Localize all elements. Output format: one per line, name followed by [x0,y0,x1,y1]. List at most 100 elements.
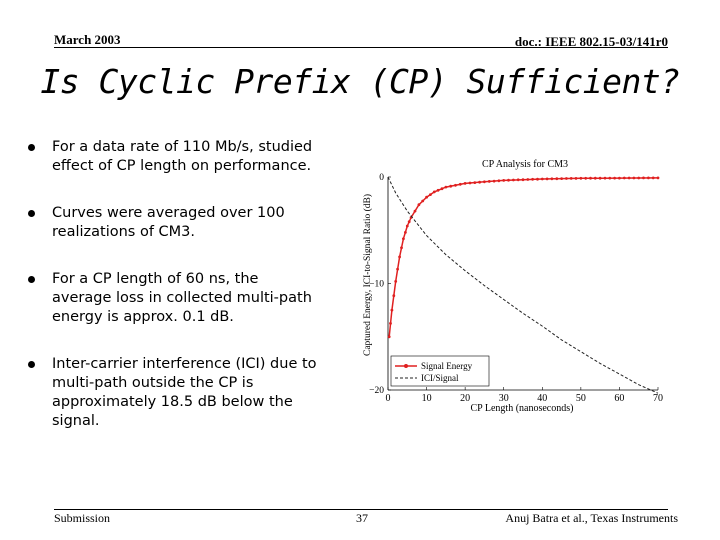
signal-energy-point [394,280,398,283]
signal-energy-line [388,177,659,337]
signal-energy-point [540,177,544,181]
signal-energy-point [608,176,612,180]
signal-energy-point [521,178,525,182]
signal-energy-point [429,193,432,196]
bullet-dot-icon [28,276,35,283]
signal-energy-point [536,177,539,181]
chart-y-label: Captured Energy, ICI-to-Signal Ratio (dB… [362,194,373,356]
signal-energy-point [473,181,477,184]
signal-energy-point [550,177,554,181]
bullet-dot-icon [28,144,35,151]
signal-energy-point [516,178,520,182]
signal-energy-point [618,176,621,180]
bullet-item: Inter-carrier interference (ICI) due to … [22,355,322,431]
bullet-dot-icon [28,361,35,368]
signal-energy-point [613,176,616,180]
signal-energy-point [492,179,496,183]
chart-title: CP Analysis for CM3 [482,159,568,170]
signal-energy-point [569,177,573,180]
signal-energy-point [396,267,399,271]
signal-energy-point [404,231,407,234]
bullet-text: For a data rate of 110 Mb/s, studied eff… [52,139,313,174]
x-tick-label: 70 [653,393,663,404]
signal-energy-point [468,181,472,185]
signal-energy-point [637,176,641,180]
signal-energy-point [603,176,607,180]
signal-energy-point [647,176,650,180]
bullet-text: Curves were averaged over 100 realizatio… [52,205,285,240]
signal-energy-point [389,322,392,325]
bullet-text: Inter-carrier interference (ICI) due to … [52,356,317,429]
signal-energy-point [497,179,501,183]
y-tick-label: −20 [369,386,384,396]
chart-series [387,176,660,394]
signal-energy-point [584,176,588,180]
legend-signal-marker [404,364,408,368]
signal-energy-point [407,220,411,224]
y-tick-label: 0 [379,173,384,183]
x-tick-label: 0 [386,393,391,404]
x-tick-label: 20 [460,393,470,404]
header-divider [54,47,668,48]
x-tick-label: 40 [537,393,547,404]
footer-divider [54,509,668,510]
signal-energy-point [398,255,401,259]
signal-energy-point [402,237,405,241]
slide-title: Is Cyclic Prefix (CP) Sufficient? [40,62,680,101]
bullet-item: For a data rate of 110 Mb/s, studied eff… [22,138,322,176]
signal-energy-point [555,177,559,181]
signal-energy-point [512,178,515,182]
signal-energy-point [417,203,421,207]
header-doc-id: doc.: IEEE 802.15-03/141r0 [514,34,668,49]
signal-energy-point [622,176,626,180]
y-tick-label: −10 [369,280,384,290]
signal-energy-point [387,335,391,339]
signal-energy-point [400,246,403,250]
signal-energy-point [642,176,645,180]
header-date: March 2003 [54,32,121,47]
x-tick-label: 10 [422,393,432,404]
x-tick-label: 30 [499,393,509,404]
legend-signal-label: Signal Energy [421,361,473,371]
signal-energy-point [392,294,396,298]
signal-energy-point [651,176,655,180]
bullet-dot-icon [28,210,35,217]
legend-box [390,355,490,387]
signal-energy-point [413,209,417,213]
chart-x-label: CP Length (nanoseconds) [471,403,574,414]
signal-energy-point [436,188,440,192]
signal-energy-point [574,177,578,180]
footer-submission: Submission [54,511,111,525]
signal-energy-point [579,176,583,180]
signal-energy-point [432,190,436,194]
signal-energy-point [458,182,462,186]
signal-energy-point [507,178,510,182]
footer-authors: Anuj Batra et al., Texas Instruments [505,511,678,525]
signal-energy-point [487,180,491,183]
signal-energy-point [627,176,631,180]
signal-energy-point [656,176,660,180]
signal-energy-point [526,178,530,181]
signal-energy-point [483,180,486,184]
chart-axes: 0 10 20 30 40 50 60 70 0 −10 −20 [369,173,663,404]
signal-energy-point [598,176,602,180]
signal-energy-point [463,182,467,185]
signal-energy-point [545,177,549,181]
signal-energy-point [405,224,409,228]
signal-energy-point [440,187,444,191]
signal-energy-point [478,180,481,184]
signal-energy-point [425,195,428,199]
chart-legend: Signal Energy ICI/Signal [390,355,490,387]
legend-ici-label: ICI/Signal [421,373,459,383]
x-tick-label: 60 [614,393,624,404]
footer-page-number: 37 [356,511,368,525]
bullet-item: Curves were averaged over 100 realizatio… [22,204,322,242]
signal-energy-point [560,177,563,180]
bullet-item: For a CP length of 60 ns, the average lo… [22,270,322,327]
signal-energy-point [421,199,425,203]
signal-energy-point [565,177,568,180]
bullet-list: For a data rate of 110 Mb/s, studied eff… [22,138,322,459]
ici-signal-line [387,176,659,394]
signal-energy-point [531,177,534,181]
signal-energy-point [632,176,636,180]
